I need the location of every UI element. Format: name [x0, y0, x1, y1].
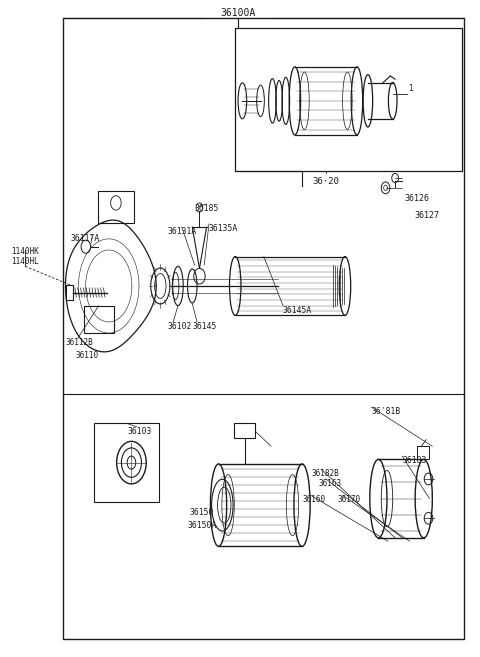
Text: 36182B: 36182B — [312, 469, 339, 478]
Text: 36185: 36185 — [195, 204, 219, 214]
Text: 36160: 36160 — [302, 495, 325, 505]
Bar — [66, 284, 73, 300]
Bar — [98, 191, 134, 223]
Text: 36100A: 36100A — [220, 8, 255, 18]
Text: 36110: 36110 — [75, 351, 98, 361]
Bar — [63, 18, 464, 639]
Text: 36112B: 36112B — [66, 338, 94, 348]
Bar — [234, 423, 255, 438]
Text: 36163: 36163 — [319, 479, 342, 488]
Bar — [417, 446, 429, 459]
Text: 1: 1 — [408, 84, 413, 93]
Text: 36135A: 36135A — [209, 224, 238, 233]
Text: 36103: 36103 — [128, 426, 152, 436]
Text: 36145A: 36145A — [283, 306, 312, 315]
Text: 36150: 36150 — [190, 509, 214, 518]
Text: 36145: 36145 — [192, 322, 216, 331]
Text: 36127: 36127 — [414, 211, 439, 219]
Text: 1140HL: 1140HL — [11, 256, 39, 265]
Text: 36102: 36102 — [168, 322, 192, 331]
Text: 36170: 36170 — [338, 495, 361, 505]
Text: 36·20: 36·20 — [312, 177, 339, 186]
Text: 36126: 36126 — [405, 194, 430, 204]
Bar — [84, 306, 114, 333]
Bar — [235, 28, 462, 171]
Text: 1140HK: 1140HK — [11, 247, 39, 256]
Text: 36131A: 36131A — [168, 227, 197, 236]
Text: 36150A: 36150A — [187, 522, 216, 530]
Text: 36183: 36183 — [402, 456, 427, 465]
Bar — [95, 423, 159, 502]
Text: 36117A: 36117A — [71, 234, 100, 242]
Text: 36ʹ81B: 36ʹ81B — [371, 407, 400, 416]
